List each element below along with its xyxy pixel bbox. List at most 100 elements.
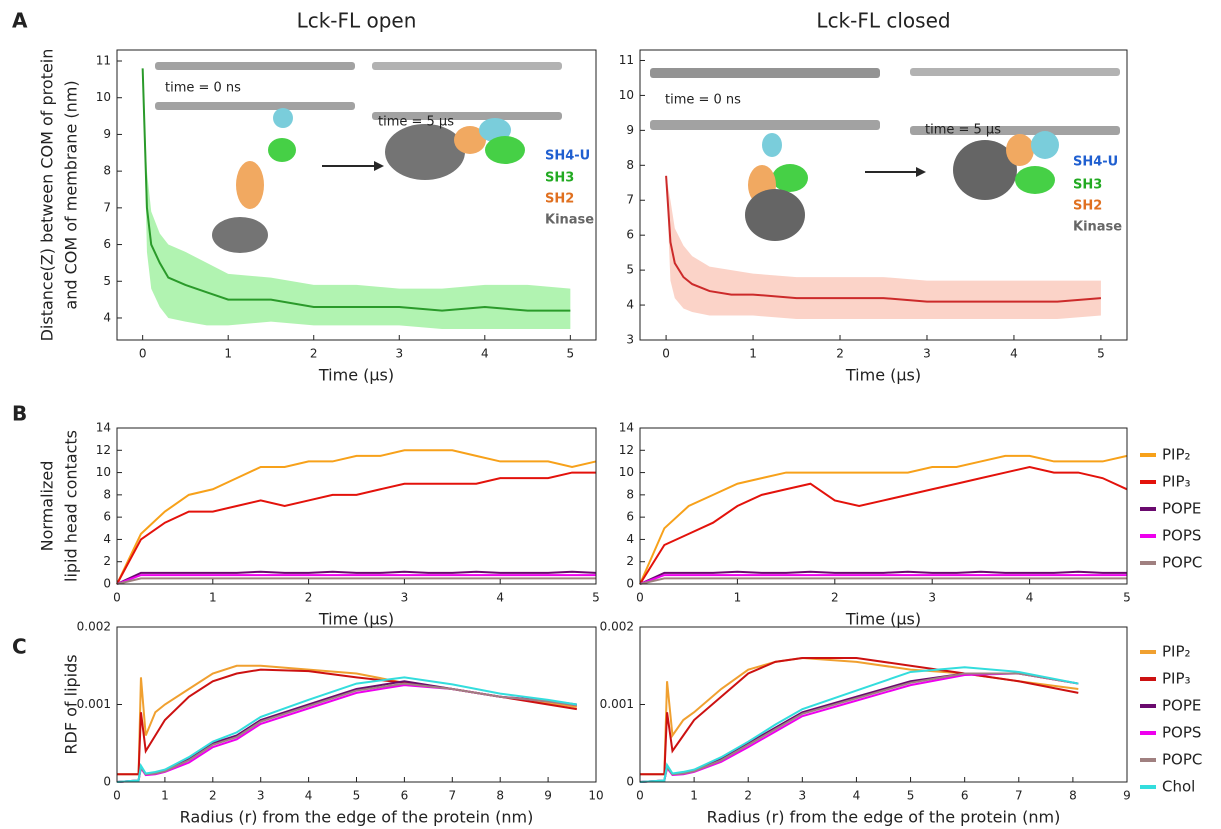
y-tick-label: 14 [96,421,111,435]
series-line [639,577,1127,585]
membrane [155,62,355,70]
series-line [640,657,1079,776]
annotation: Kinase [545,213,594,228]
x-tick-label: 3 [401,591,409,605]
legend-label: PIP₂ [1162,446,1191,464]
annotation: SH4-U [545,149,590,164]
x-tick-label: 3 [799,789,807,803]
plot: 0 1 2 3 4 5 3 4 5 6 7 8 9 10 11 Lck-FL closed Time (μs) t… [619,9,1128,385]
y-tick-label: 12 [96,443,111,457]
y-tick-label: 4 [103,532,111,546]
sh4u [479,118,511,142]
y-tick-label: 10 [96,90,111,104]
x-tick-label: 1 [209,591,217,605]
series-line [665,175,1101,303]
series-line [639,465,1128,585]
membrane [910,126,1120,135]
sh3 [772,164,808,192]
y-tick-label: 10 [96,465,111,479]
band [142,68,571,329]
x-axis-label: Radius (r) from the edge of the protein … [180,808,534,827]
series-line [116,570,597,585]
y-tick-label: 0.002 [600,620,634,634]
x-tick-label: 2 [310,347,318,361]
y-tick-label: 0.002 [77,620,111,634]
y-axis-label: lipid head contacts [62,430,81,582]
annotation: SH3 [1073,178,1102,193]
y-tick-label: 14 [619,421,634,435]
x-tick-label: 0 [636,591,644,605]
series-line [116,449,597,585]
membrane [910,68,1120,76]
series-line [639,454,1128,585]
panel-label: C [12,635,27,659]
y-axis-label: RDF of lipids [62,654,81,754]
x-tick-label: 4 [496,591,504,605]
x-axis-label: Time (μs) [845,366,921,385]
x-tick-label: 7 [448,789,456,803]
y-tick-label: 2 [103,554,111,568]
y-tick-label: 3 [626,333,634,347]
y-tick-label: 5 [103,274,111,288]
x-tick-label: 7 [1015,789,1023,803]
y-tick-label: 0 [626,577,634,591]
sh2 [454,126,486,154]
y-tick-label: 8 [626,487,634,501]
y-tick-label: 9 [103,127,111,141]
panel-label: B [12,402,27,426]
legend-label: PIP₃ [1162,670,1191,688]
series-line [640,656,1079,776]
y-tick-label: 4 [626,532,634,546]
x-tick-label: 5 [1123,591,1131,605]
membrane [650,68,880,78]
legend-label: POPC [1162,554,1202,572]
y-tick-label: 6 [103,237,111,251]
legend-label: POPS [1162,724,1201,742]
chart-title: Lck-FL open [297,9,417,33]
x-tick-label: 6 [401,789,409,803]
x-tick-label: 1 [749,347,757,361]
x-tick-label: 8 [496,789,504,803]
x-tick-label: 4 [853,789,861,803]
membrane [372,62,562,70]
plot: PIP₂ PIP₃ POPE POPS POPC Chol 0 1 2 3 4 5 6 7 8 9 0 0.001… [600,620,1203,827]
arrow-head [374,161,384,171]
x-tick-label: 5 [353,789,361,803]
membrane [372,112,562,120]
y-tick-label: 6 [626,510,634,524]
y-tick-label: 0.001 [600,697,634,711]
x-tick-label: 0 [636,789,644,803]
annotation: SH3 [545,171,574,186]
y-tick-label: 10 [619,465,634,479]
x-tick-label: 1 [224,347,232,361]
legend-label: POPC [1162,751,1202,769]
series-line [116,577,596,585]
legend-label: POPE [1162,500,1201,518]
y-tick-label: 6 [626,228,634,242]
legend-label: POPS [1162,527,1201,545]
x-tick-label: 4 [1010,347,1018,361]
legend-label: POPE [1162,697,1201,715]
band [666,175,1101,320]
legend-label: PIP₂ [1162,643,1191,661]
series-line [116,471,596,585]
series-line [116,574,596,585]
y-tick-label: 10 [619,88,634,102]
y-tick-label: 0.001 [77,697,111,711]
sh4u [762,133,782,157]
x-tick-label: 4 [305,789,313,803]
x-axis-label: Time (μs) [318,610,394,629]
y-tick-label: 11 [96,54,111,68]
sh3 [1015,166,1055,194]
sh2 [236,161,264,209]
series-line [116,676,577,783]
y-tick-label: 0 [103,775,111,789]
y-tick-label: 9 [626,123,634,137]
y-tick-label: 8 [626,158,634,172]
x-tick-label: 6 [961,789,969,803]
series-line [639,570,1127,585]
series-line [639,574,1127,585]
x-tick-label: 5 [567,347,575,361]
